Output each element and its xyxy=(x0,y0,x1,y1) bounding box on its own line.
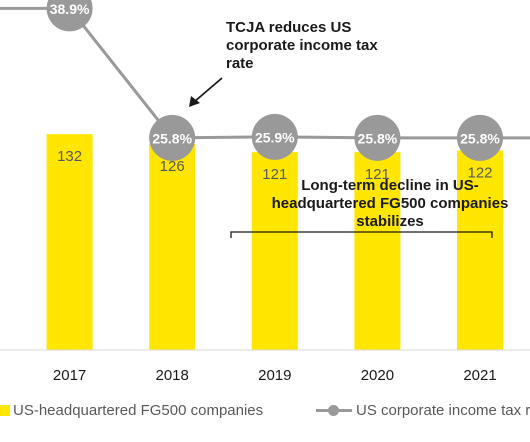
line-point-label: 25.8% xyxy=(460,130,500,146)
bar-value-label: 122 xyxy=(467,164,492,181)
line-point-2019 xyxy=(251,113,298,160)
line-point-label: 25.9% xyxy=(255,129,295,145)
line-point-2018 xyxy=(149,114,196,161)
legend-swatch-line xyxy=(316,404,352,416)
annotation-arrow xyxy=(193,77,223,103)
bracket xyxy=(230,231,493,238)
annotation-arrowhead xyxy=(189,96,200,107)
line-point-label: 38.9% xyxy=(50,1,90,17)
bar-2018 xyxy=(149,143,196,350)
annotation-tcja: TCJA reduces US corporate income tax rat… xyxy=(226,19,378,72)
x-axis-tick-labels: 2017 2018 2019 2020 2021 xyxy=(53,367,497,384)
legend-item-line: US corporate income tax rate xyxy=(316,402,530,419)
legend-label-bars: US-headquartered FG500 companies xyxy=(13,402,264,419)
bar-2021 xyxy=(457,150,503,350)
bar-2020 xyxy=(354,152,401,350)
x-tick-label: 2020 xyxy=(361,367,394,384)
bar-2019 xyxy=(251,152,298,350)
line-point-label: 25.8% xyxy=(152,130,192,146)
bar-value-label: 126 xyxy=(160,158,185,175)
x-tick-label: 2021 xyxy=(463,367,496,384)
line-point-2020 xyxy=(354,114,401,161)
bar-2017 xyxy=(46,134,93,350)
bar-value-label: 132 xyxy=(57,148,82,165)
x-tick-label: 2017 xyxy=(53,367,86,384)
line-point-2021 xyxy=(457,114,503,161)
bar-labels: 132 126 121 121 122 xyxy=(57,148,492,183)
bar-value-label: 121 xyxy=(262,166,287,183)
x-tick-label: 2018 xyxy=(156,367,189,384)
bar-value-label: 121 xyxy=(365,166,390,183)
line-series: 38.9% 25.8% 25.9% 25.8% 25.8% xyxy=(0,0,530,161)
legend-swatch-bar xyxy=(0,405,10,416)
line-point-label: 25.8% xyxy=(358,130,398,146)
bar-series xyxy=(46,134,503,350)
legend-item-bars: US-headquartered FG500 companies xyxy=(0,402,263,419)
annotation-decline: Long-term decline in US-headquartered FG… xyxy=(271,177,509,230)
x-tick-label: 2019 xyxy=(258,367,291,384)
legend-label-line: US corporate income tax rate xyxy=(356,402,530,419)
line-point-2017 xyxy=(46,0,93,32)
